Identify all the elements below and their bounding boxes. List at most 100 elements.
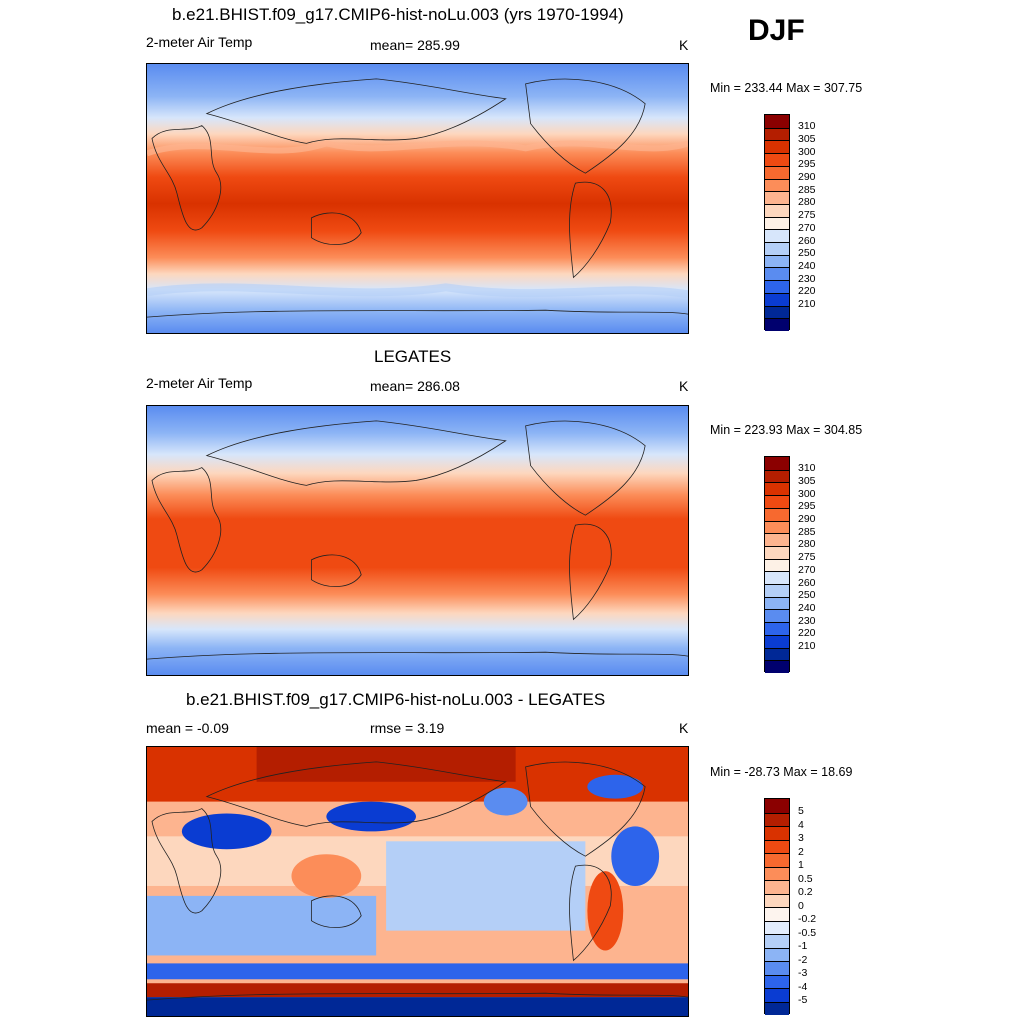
panel1-colorbar-swatch bbox=[765, 318, 789, 331]
panel1-colorbar-tick-label: 260 bbox=[798, 234, 816, 247]
panel2-observed-map bbox=[146, 405, 689, 676]
panel1-colorbar-swatch bbox=[765, 305, 789, 319]
panel3-colorbar-tick-label: -4 bbox=[798, 980, 808, 993]
panel2-colorbar-tick-label: 285 bbox=[798, 525, 816, 538]
panel1-colorbar-tick-label: 210 bbox=[798, 298, 816, 311]
panel3-colorbar-tick-label: 0 bbox=[798, 899, 804, 912]
panel1-mean-label: mean= 285.99 bbox=[370, 37, 460, 53]
panel2-colorbar-tick-label: 275 bbox=[798, 551, 816, 564]
panel2-colorbar-tick-label: 300 bbox=[798, 487, 816, 500]
panel1-colorbar-tick-label: 285 bbox=[798, 183, 816, 196]
panel1-colorbar-tick-label: 305 bbox=[798, 132, 816, 145]
panel3-colorbar-tick-label: -0.2 bbox=[798, 913, 817, 925]
panel2-colorbar-tick-label: 295 bbox=[798, 500, 816, 513]
panel3-colorbar-swatch bbox=[765, 920, 789, 934]
panel2-colorbar-tick-label: 210 bbox=[798, 640, 816, 653]
panel1-colorbar-tick-label: 220 bbox=[798, 285, 816, 298]
panel2-colorbar-swatch bbox=[765, 609, 789, 623]
panel3-units-label: K bbox=[679, 720, 689, 736]
panel1-colorbar-tick-label: 270 bbox=[798, 221, 816, 234]
panel2-colorbar bbox=[764, 456, 790, 673]
panel1-colorbar-tick-label: 290 bbox=[798, 171, 816, 184]
panel2-colorbar-swatch bbox=[765, 596, 789, 610]
panel2-colorbar-tick-label: 220 bbox=[798, 627, 816, 640]
panel3-colorbar bbox=[764, 798, 790, 1015]
panel2-title: LEGATES bbox=[374, 347, 452, 366]
panel1-colorbar-tick-label: 280 bbox=[798, 196, 816, 209]
panel3-colorbar-swatch bbox=[765, 866, 789, 880]
panel3-colorbar-tick-label: -2 bbox=[798, 953, 808, 966]
panel1-colorbar bbox=[764, 114, 790, 331]
panel3-colorbar-tick-label: 5 bbox=[798, 805, 804, 817]
panel1-colorbar-swatch bbox=[765, 191, 789, 204]
panel3-colorbar-tick-label: -1 bbox=[798, 940, 808, 952]
panel1-colorbar-tick-label: 310 bbox=[798, 120, 816, 133]
panel1-colorbar-swatch bbox=[765, 254, 789, 268]
panel2-colorbar-tick-label: 310 bbox=[798, 462, 816, 475]
panel2-mean-label: mean= 286.08 bbox=[370, 378, 460, 394]
panel1-colorbar-tick-label: 275 bbox=[798, 209, 816, 222]
panel2-colorbar-swatch bbox=[765, 469, 789, 483]
panel2-colorbar-swatch bbox=[765, 647, 789, 661]
panel3-colorbar-swatch bbox=[765, 853, 789, 867]
panel3-colorbar-swatch bbox=[765, 880, 789, 894]
panel3-title: b.e21.BHIST.f09_g17.CMIP6-hist-noLu.003 … bbox=[186, 690, 606, 709]
panel2-colorbar-swatch bbox=[765, 457, 789, 470]
panel1-colorbar-swatch bbox=[765, 280, 789, 293]
panel2-colorbar-tick-label: 280 bbox=[798, 538, 816, 551]
panel2-colorbar-swatch bbox=[765, 634, 789, 648]
panel3-colorbar-swatch bbox=[765, 1001, 789, 1015]
panel2-colorbar-swatch bbox=[765, 533, 789, 546]
panel3-colorbar-tick-label: -3 bbox=[798, 967, 808, 979]
panel1-colorbar-tick-label: 240 bbox=[798, 259, 816, 272]
panel3-colorbar-swatch bbox=[765, 974, 789, 988]
panel1-variable-label: 2-meter Air Temp bbox=[146, 34, 253, 50]
panel2-colorbar-tick-label: 240 bbox=[798, 601, 816, 614]
panel2-minmax-label: Min = 223.93 Max = 304.85 bbox=[710, 423, 863, 437]
panel3-colorbar-tick-label: 2 bbox=[798, 845, 804, 858]
panel2-colorbar-swatch bbox=[765, 495, 789, 508]
panel3-colorbar-tick-label: 3 bbox=[798, 832, 804, 844]
panel3-colorbar-swatch bbox=[765, 812, 789, 826]
panel1-colorbar-tick-label: 295 bbox=[798, 158, 816, 171]
panel1-colorbar-swatch bbox=[765, 153, 789, 166]
panel1-colorbar-swatch bbox=[765, 140, 789, 154]
panel1-colorbar-swatch bbox=[765, 203, 789, 217]
panel1-colorbar-swatch bbox=[765, 216, 789, 230]
panel3-mean-label: mean = -0.09 bbox=[146, 720, 229, 736]
panel1-colorbar-swatch bbox=[765, 165, 789, 179]
panel3-colorbar-tick-label: 1 bbox=[798, 859, 804, 871]
panel2-colorbar-tick-label: 290 bbox=[798, 513, 816, 526]
panel3-colorbar-swatch bbox=[765, 934, 789, 948]
panel2-variable-label: 2-meter Air Temp bbox=[146, 375, 253, 391]
panel2-colorbar-tick-label: 270 bbox=[798, 563, 816, 576]
panel1-colorbar-tick-label: 300 bbox=[798, 145, 816, 158]
panel1-colorbar-swatch bbox=[765, 267, 789, 281]
panel2-colorbar-swatch bbox=[765, 571, 789, 585]
panel3-colorbar-swatch bbox=[765, 839, 789, 853]
panel1-colorbar-swatch bbox=[765, 242, 789, 255]
panel3-coastlines bbox=[147, 761, 688, 1001]
panel2-colorbar-swatch bbox=[765, 482, 789, 496]
panel1-colorbar-swatch bbox=[765, 115, 789, 128]
panel1-colorbar-swatch bbox=[765, 178, 789, 192]
panel3-difference-map bbox=[146, 746, 689, 1017]
panel1-model-map bbox=[146, 63, 689, 334]
panel2-colorbar-swatch bbox=[765, 660, 789, 673]
panel3-colorbar-tick-label: 0.2 bbox=[798, 886, 813, 898]
panel1-title: b.e21.BHIST.f09_g17.CMIP6-hist-noLu.003 … bbox=[172, 5, 624, 24]
panel2-colorbar-swatch bbox=[765, 507, 789, 521]
panel3-rmse-label: rmse = 3.19 bbox=[370, 720, 445, 736]
panel1-colorbar-tick-label: 230 bbox=[798, 272, 816, 285]
panel3-colorbar-tick-label: 4 bbox=[798, 818, 804, 831]
panel2-colorbar-tick-label: 305 bbox=[798, 474, 816, 487]
panel1-minmax-label: Min = 233.44 Max = 307.75 bbox=[710, 81, 863, 95]
panel1-units-label: K bbox=[679, 37, 689, 53]
panel3-colorbar-swatch bbox=[765, 961, 789, 975]
panel3-colorbar-tick-label: 0.5 bbox=[798, 872, 813, 885]
panel2-colorbar-swatch bbox=[765, 520, 789, 534]
panel3-colorbar-swatch bbox=[765, 893, 789, 907]
panel3-colorbar-swatch bbox=[765, 947, 789, 961]
panel3-colorbar-swatch bbox=[765, 826, 789, 840]
panel1-colorbar-swatch bbox=[765, 127, 789, 141]
